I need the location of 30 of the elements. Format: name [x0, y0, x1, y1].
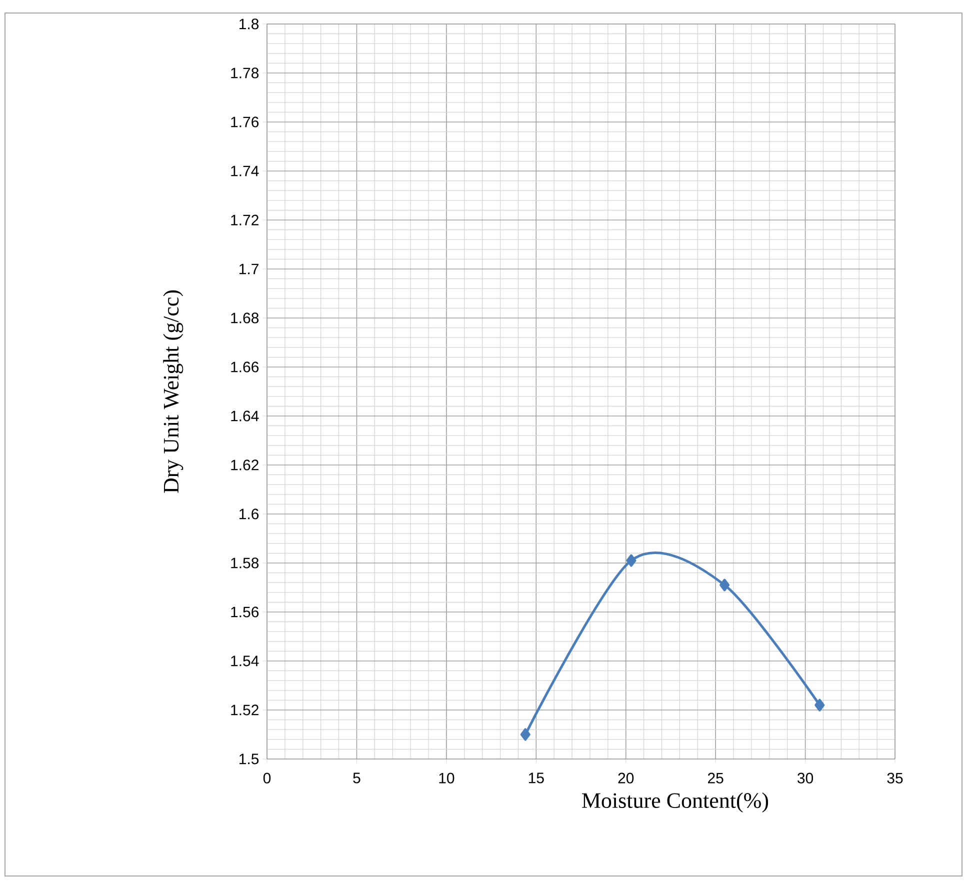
- x-tick-label: 5: [353, 772, 360, 784]
- x-axis-title: Moisture Content(%): [582, 792, 768, 812]
- point: [814, 698, 825, 712]
- y-tick-label: 1.56: [231, 606, 259, 618]
- y-tick-label: 1.72: [231, 214, 258, 226]
- x-tick-label: 20: [618, 772, 634, 784]
- x-tick-label: 15: [528, 772, 544, 784]
- y-tick-label: 1.62: [231, 460, 258, 470]
- x-tick-label: 35: [887, 772, 903, 784]
- y-tick-label: 1.66: [231, 362, 259, 372]
- y-axis-title: Dry Unit Weight (g/cc): [163, 290, 184, 493]
- point: [520, 728, 530, 741]
- x-tick-label: 30: [798, 772, 814, 784]
- y-tick-label: 1.54: [231, 656, 259, 666]
- y-tick-label: 1.58: [231, 558, 259, 568]
- y-tick-label: 1.76: [231, 116, 259, 128]
- y-tick-label: 1.52: [231, 704, 258, 716]
- y-tick-label: 1.68: [231, 312, 259, 324]
- y-tick-label: 1.6: [239, 508, 259, 520]
- point: [626, 554, 636, 567]
- y-tick-label: 1.78: [231, 68, 259, 78]
- y-tick-label: 1.64: [231, 410, 259, 422]
- x-tick-label: 25: [708, 772, 724, 784]
- y-tick-label: 1.74: [231, 166, 259, 176]
- x-tick-label: 10: [439, 772, 454, 784]
- point: [720, 578, 730, 592]
- y-tick-label: 1.8: [239, 18, 259, 30]
- x-tick-label: 0: [263, 772, 271, 784]
- y-tick-label: 1.5: [239, 754, 259, 764]
- y-tick-label: 1.7: [239, 264, 258, 274]
